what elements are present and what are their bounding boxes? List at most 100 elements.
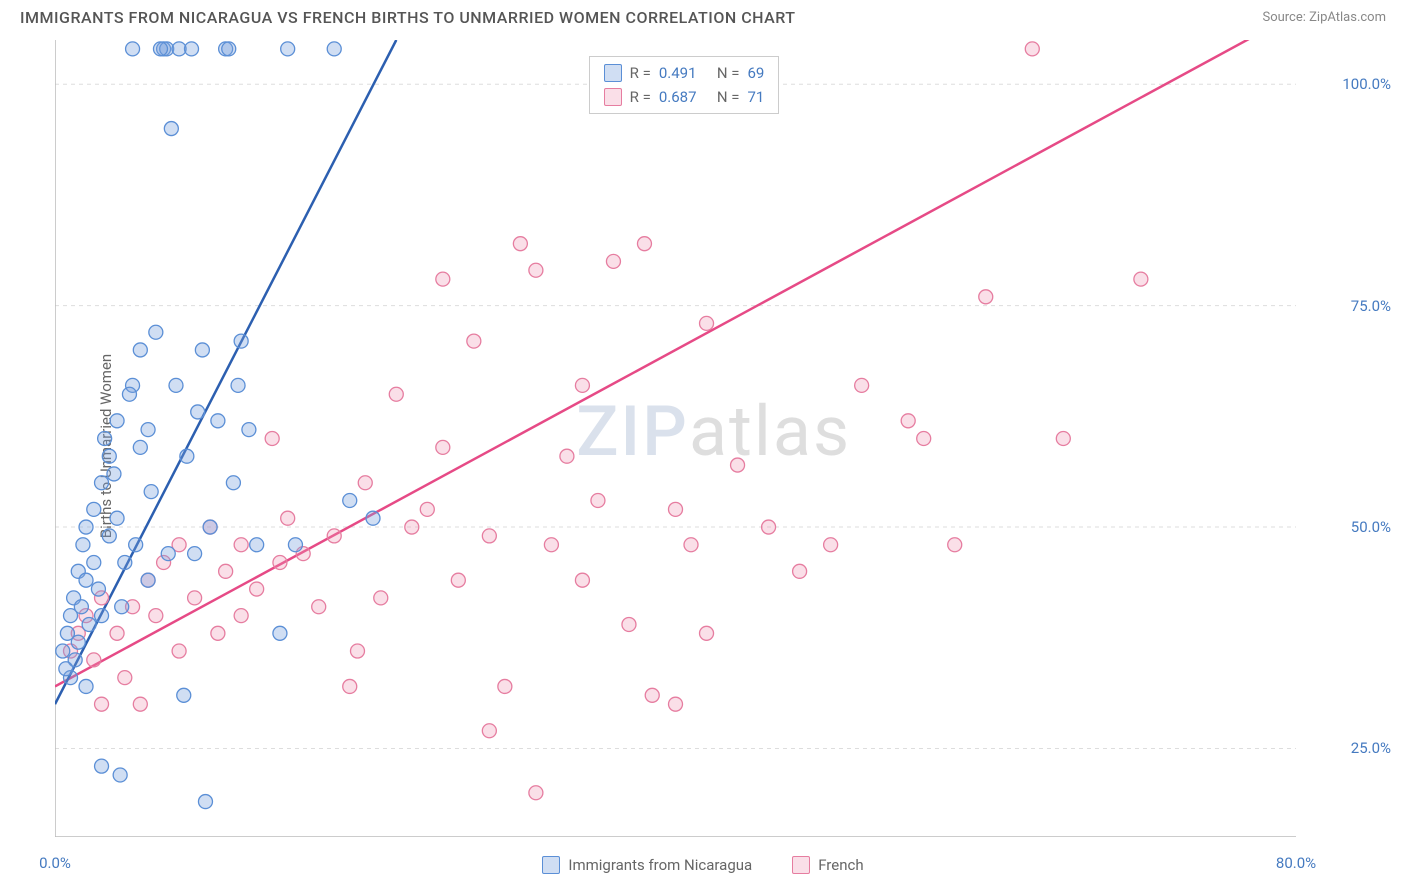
bottom-legend: Immigrants from Nicaragua French [0, 856, 1406, 874]
legend-swatch [604, 88, 622, 106]
data-point [219, 564, 233, 578]
data-point [59, 662, 73, 676]
data-point [436, 440, 450, 454]
data-point [389, 387, 403, 401]
data-point [762, 520, 776, 534]
data-point [164, 122, 178, 136]
data-point [110, 414, 124, 428]
data-point [591, 493, 605, 507]
data-point [95, 697, 109, 711]
data-point [281, 511, 295, 525]
data-point [482, 724, 496, 738]
data-point [76, 538, 90, 552]
data-point [234, 334, 248, 348]
data-point [498, 679, 512, 693]
data-point [118, 555, 132, 569]
data-point [102, 449, 116, 463]
data-point [149, 609, 163, 623]
data-point [234, 609, 248, 623]
data-point [560, 449, 574, 463]
data-point [265, 432, 279, 446]
data-point [350, 644, 364, 658]
y-tick-label: 75.0% [1351, 297, 1391, 315]
data-point [71, 635, 85, 649]
data-point [436, 272, 450, 286]
chart-plot-area: ZIPatlas25.0%50.0%75.0%100.0%0.0%80.0% R… [55, 40, 1296, 837]
data-point [1025, 42, 1039, 56]
data-point [95, 476, 109, 490]
data-point [281, 42, 295, 56]
data-point [87, 502, 101, 516]
stats-box: R = 0.491 N = 69 R = 0.687 N = 71 [589, 56, 780, 114]
data-point [312, 600, 326, 614]
stats-row: R = 0.687 N = 71 [604, 85, 765, 109]
data-point [98, 432, 112, 446]
legend-label: French [818, 856, 863, 874]
data-point [126, 42, 140, 56]
data-point [824, 538, 838, 552]
data-point [917, 432, 931, 446]
data-point [141, 423, 155, 437]
scatter-plot-svg [55, 40, 1296, 837]
data-point [222, 42, 236, 56]
data-point [122, 387, 136, 401]
data-point [637, 237, 651, 251]
data-point [1134, 272, 1148, 286]
chart-title: IMMIGRANTS FROM NICARAGUA VS FRENCH BIRT… [20, 8, 796, 27]
data-point [95, 759, 109, 773]
data-point [234, 538, 248, 552]
data-point [141, 573, 155, 587]
data-point [153, 42, 167, 56]
data-point [327, 529, 341, 543]
data-point [669, 697, 683, 711]
data-point [250, 582, 264, 596]
data-point [684, 538, 698, 552]
data-point [113, 768, 127, 782]
data-point [622, 617, 636, 631]
data-point [366, 511, 380, 525]
data-point [91, 582, 105, 596]
data-point [203, 520, 217, 534]
data-point [87, 653, 101, 667]
data-point [242, 423, 256, 437]
data-point [250, 538, 264, 552]
data-point [420, 502, 434, 516]
data-point [273, 626, 287, 640]
data-point [529, 263, 543, 277]
source-label: Source: ZipAtlas.com [1262, 10, 1386, 25]
data-point [118, 671, 132, 685]
data-point [529, 786, 543, 800]
stats-row: R = 0.491 N = 69 [604, 61, 765, 85]
data-point [133, 343, 147, 357]
data-point [700, 626, 714, 640]
data-point [669, 502, 683, 516]
data-point [172, 644, 186, 658]
data-point [149, 325, 163, 339]
data-point [198, 795, 212, 809]
data-point [102, 529, 116, 543]
data-point [211, 414, 225, 428]
data-point [79, 679, 93, 693]
data-point [110, 626, 124, 640]
data-point [343, 679, 357, 693]
data-point [273, 555, 287, 569]
data-point [544, 538, 558, 552]
data-point [358, 476, 372, 490]
data-point [948, 538, 962, 552]
data-point [451, 573, 465, 587]
data-point [87, 555, 101, 569]
data-point [226, 476, 240, 490]
data-point [56, 644, 70, 658]
data-point [231, 378, 245, 392]
legend-item: Immigrants from Nicaragua [542, 856, 752, 874]
chart-header: IMMIGRANTS FROM NICARAGUA VS FRENCH BIRT… [0, 0, 1406, 31]
data-point [79, 520, 93, 534]
data-point [901, 414, 915, 428]
data-point [115, 600, 129, 614]
data-point [144, 485, 158, 499]
data-point [575, 378, 589, 392]
data-point [161, 547, 175, 561]
legend-swatch [792, 856, 810, 874]
data-point [288, 538, 302, 552]
y-tick-label: 25.0% [1351, 739, 1391, 757]
